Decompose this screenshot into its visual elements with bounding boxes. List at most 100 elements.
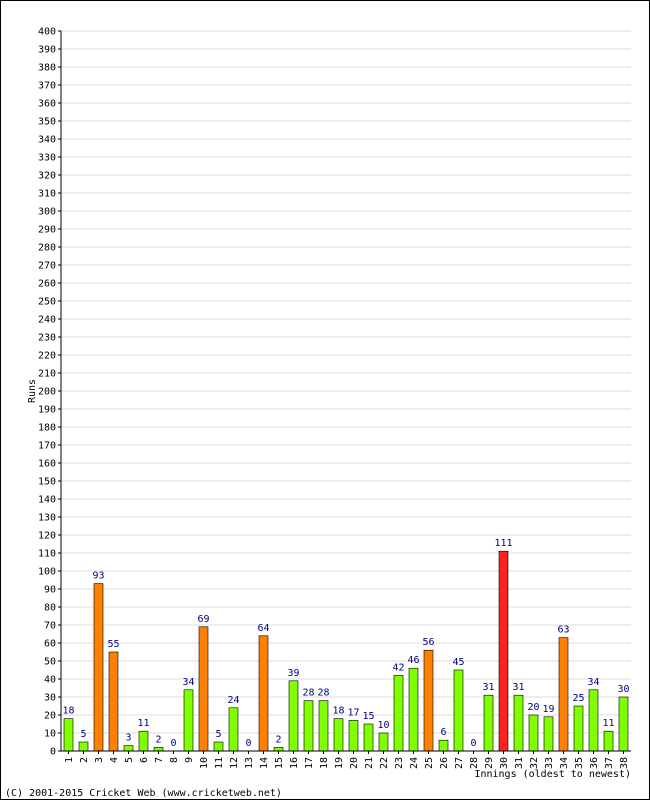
x-tick-label: 33	[544, 757, 555, 769]
y-tick-label: 270	[38, 261, 56, 272]
y-tick-label: 120	[38, 531, 56, 542]
bar-innings-36	[588, 689, 599, 752]
y-tick-label: 30	[44, 693, 56, 704]
x-tick-label: 16	[289, 757, 300, 769]
x-tick-label: 28	[469, 757, 480, 769]
y-tick-label: 370	[38, 81, 56, 92]
y-tick-labels: 0 10 20 30 40 50 60 70 80 90 100 110 120 130 140 150 160…	[38, 27, 56, 758]
bar-innings-30	[498, 550, 509, 752]
bar-innings-2	[78, 741, 89, 752]
data-label: 18	[62, 706, 74, 717]
x-tick-label: 23	[394, 757, 405, 769]
y-tick-label: 290	[38, 225, 56, 236]
bar-innings-21	[363, 723, 374, 752]
y-tick-label: 350	[38, 117, 56, 128]
data-label: 28	[302, 688, 314, 699]
x-tick-label: 18	[319, 757, 330, 769]
x-tick-label: 31	[514, 757, 525, 769]
bar-innings-37	[603, 730, 614, 752]
y-tick-label: 230	[38, 333, 56, 344]
data-label: 31	[482, 682, 494, 693]
bar-innings-9	[183, 689, 194, 752]
bar-innings-19	[333, 718, 344, 752]
bar-innings-4	[108, 651, 119, 752]
x-tick-label: 22	[379, 757, 390, 769]
x-tick-label: 10	[199, 757, 210, 769]
data-label: 28	[317, 688, 329, 699]
bar-innings-12	[228, 707, 239, 752]
data-label: 2	[275, 734, 281, 745]
data-label: 0	[470, 738, 476, 749]
data-label: 11	[137, 718, 149, 729]
data-label: 20	[527, 702, 539, 713]
bar-innings-35	[573, 705, 584, 752]
x-tick-label: 26	[439, 757, 450, 769]
data-label: 3	[125, 733, 131, 744]
y-tick-label: 140	[38, 495, 56, 506]
data-label: 0	[245, 738, 251, 749]
grid-lines	[58, 30, 631, 752]
x-tick-label: 2	[79, 757, 90, 763]
bar-innings-1	[63, 718, 74, 752]
data-label: 25	[572, 693, 584, 704]
bar-innings-18	[318, 700, 329, 752]
data-label: 5	[80, 729, 86, 740]
y-tick-label: 360	[38, 99, 56, 110]
x-tick-label: 29	[484, 757, 495, 769]
bar-innings-3	[93, 583, 104, 752]
y-tick-label: 210	[38, 369, 56, 380]
data-label: 0	[170, 738, 176, 749]
x-axis-label: Innings (oldest to newest)	[474, 769, 631, 780]
data-label: 111	[494, 538, 512, 549]
y-tick-label: 200	[38, 387, 56, 398]
x-tick-label: 14	[259, 757, 270, 769]
y-tick-label: 10	[44, 729, 56, 740]
y-tick-label: 90	[44, 585, 56, 596]
x-tick-label: 4	[109, 757, 120, 763]
bar-innings-5	[123, 745, 134, 752]
y-tick-label: 330	[38, 153, 56, 164]
y-tick-label: 80	[44, 603, 56, 614]
x-tick-label: 15	[274, 757, 285, 769]
y-tick-label: 250	[38, 297, 56, 308]
y-tick-label: 280	[38, 243, 56, 254]
data-label: 45	[452, 657, 464, 668]
y-tick-label: 310	[38, 189, 56, 200]
x-tick-label: 12	[229, 757, 240, 769]
y-tick-label: 220	[38, 351, 56, 362]
bar-innings-22	[378, 732, 389, 752]
bar-innings-24	[408, 667, 419, 752]
y-tick-label: 190	[38, 405, 56, 416]
bar-innings-26	[438, 739, 449, 752]
bar-innings-15	[273, 747, 284, 752]
y-tick-label: 100	[38, 567, 56, 578]
data-label: 30	[617, 684, 629, 695]
bar-innings-27	[453, 669, 464, 752]
x-tick-label: 11	[214, 757, 225, 769]
y-tick-label: 400	[38, 27, 56, 38]
data-label: 15	[362, 711, 374, 722]
data-label: 11	[602, 718, 614, 729]
data-label: 93	[92, 571, 104, 582]
y-tick-label: 340	[38, 135, 56, 146]
bar-innings-34	[558, 637, 569, 752]
y-tick-label: 160	[38, 459, 56, 470]
x-tick-label: 24	[409, 757, 420, 769]
y-tick-label: 170	[38, 441, 56, 452]
bar-innings-32	[528, 714, 539, 752]
copyright-credit: (C) 2001-2015 Cricket Web (www.cricketwe…	[5, 788, 282, 799]
y-tick-label: 300	[38, 207, 56, 218]
y-tick-label: 180	[38, 423, 56, 434]
y-tick-label: 50	[44, 657, 56, 668]
data-label: 10	[377, 720, 389, 731]
y-tick-label: 60	[44, 639, 56, 650]
y-tick-label: 40	[44, 675, 56, 686]
bar-innings-7	[153, 747, 164, 752]
data-label: 18	[332, 706, 344, 717]
x-tick-label: 30	[499, 757, 510, 769]
x-tick-label: 5	[124, 757, 135, 763]
data-label: 24	[227, 695, 239, 706]
data-label: 69	[197, 614, 209, 625]
